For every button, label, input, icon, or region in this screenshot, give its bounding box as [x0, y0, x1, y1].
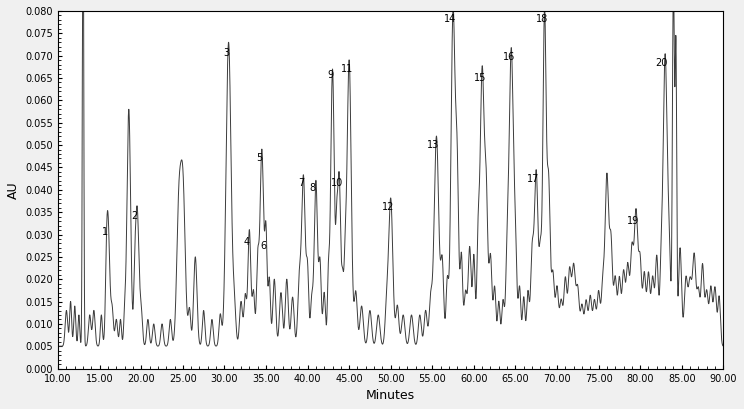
Text: 4: 4 — [244, 237, 250, 247]
Text: 15: 15 — [473, 73, 486, 83]
Text: 9: 9 — [327, 70, 333, 80]
Text: 19: 19 — [626, 216, 639, 227]
Text: 13: 13 — [427, 139, 439, 150]
Text: 18: 18 — [536, 14, 548, 25]
Text: 20: 20 — [655, 58, 668, 68]
Text: 6: 6 — [260, 241, 266, 252]
Text: 2: 2 — [132, 211, 138, 221]
Text: 5: 5 — [256, 153, 263, 163]
Text: 7: 7 — [298, 178, 304, 189]
Text: 1: 1 — [103, 227, 109, 237]
Text: 8: 8 — [310, 183, 315, 193]
Text: 10: 10 — [330, 178, 343, 189]
Text: 14: 14 — [444, 14, 457, 25]
Y-axis label: AU: AU — [7, 181, 20, 199]
X-axis label: Minutes: Minutes — [366, 389, 415, 402]
Text: 16: 16 — [503, 52, 515, 62]
Text: 11: 11 — [341, 63, 353, 74]
Text: 17: 17 — [527, 174, 539, 184]
Text: 3: 3 — [223, 48, 229, 58]
Text: 12: 12 — [382, 202, 394, 212]
